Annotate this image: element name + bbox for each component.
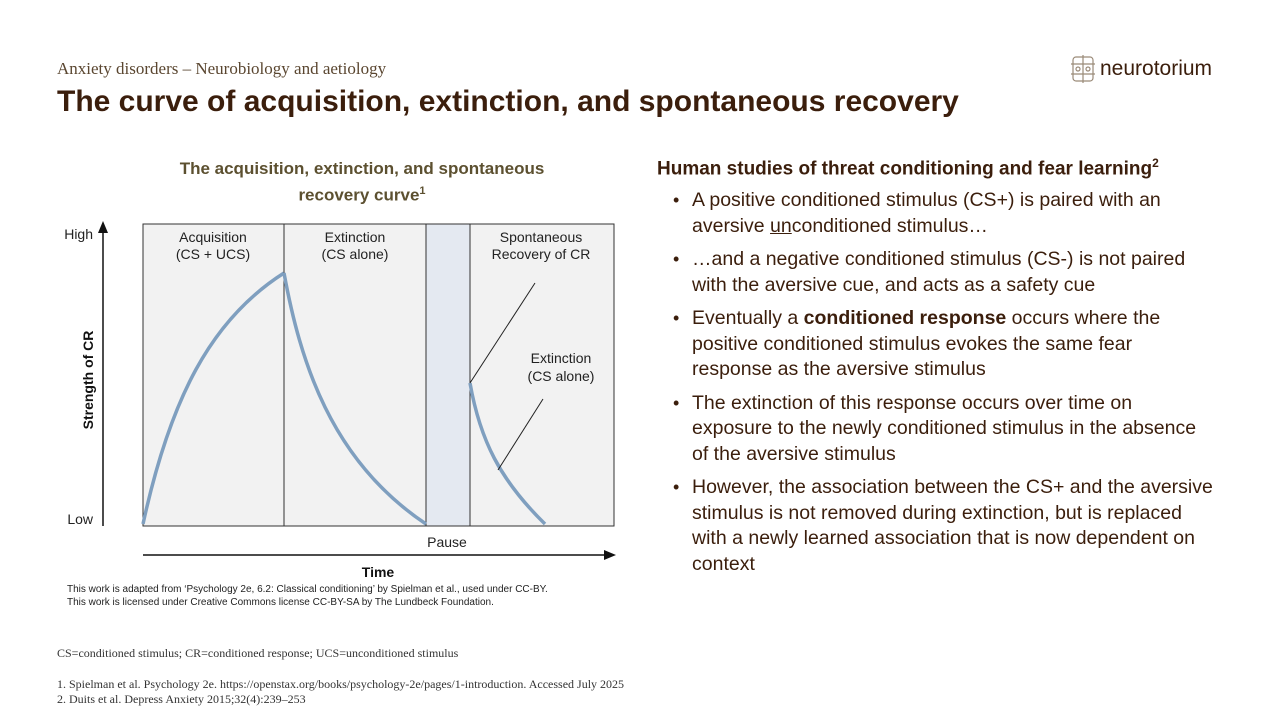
acquisition-label-1: Acquisition [179,229,247,245]
bullet-list: • A positive conditioned stimulus (CS+) … [657,188,1237,577]
bullet-item: • …and a negative conditioned stimulus (… [673,248,1186,296]
breadcrumb: Anxiety disorders – Neurobiology and aet… [57,59,387,78]
right-heading-text: Human studies of threat conditioning and… [657,158,1153,180]
references: 1. Spielman et al. Psychology 2e. https:… [57,677,624,707]
acquisition-panel [142,223,285,527]
bullet-item: • However, the association between the C… [673,476,1213,575]
x-axis-label: Time [362,564,395,580]
bullet-item: • The extinction of this response occurs… [673,391,1197,465]
chart-title-ref: 1 [419,185,426,197]
pause-label: Pause [427,534,467,550]
x-axis-arrow-icon [604,550,616,560]
right-heading: Human studies of threat conditioning and… [657,150,1237,182]
extinction-curve [282,272,427,526]
extinction-label-2: (CS alone) [322,246,389,262]
extinction2-label-1: Extinction [531,350,592,366]
bullet-dot-icon: • [673,308,680,329]
recovery-panel [469,223,615,527]
credit-line-1: This work is adapted from ‘Psychology 2e… [67,584,548,595]
extinction-panel [283,223,427,527]
brain-logo-icon [1071,55,1095,83]
acquisition-curve [141,271,285,525]
acquisition-extinction-diagram: Acquisition (CS + UCS) Extinction (CS al… [64,221,616,580]
abbreviations: CS=conditioned stimulus; CR=conditioned … [57,646,459,660]
credit-line-2: This work is licensed under Creative Com… [67,597,494,608]
bullet-dot-icon: • [673,477,680,498]
recovery-label-2: Recovery of CR [492,246,591,262]
y-high-label: High [64,226,93,242]
pause-panel [425,223,471,527]
recovery-label-1: Spontaneous [500,229,583,245]
logo[interactable]: neurotorium [1070,53,1212,85]
extinction-label-1: Extinction [325,229,386,245]
bullet-item: • A positive conditioned stimulus (CS+) … [673,189,1161,237]
bullet-dot-icon: • [673,249,680,270]
chart-title: The acquisition, extinction, and spontan… [140,158,584,207]
chart-title-line1: The acquisition, extinction, and spontan… [179,159,545,178]
bullet-item: • Eventually a conditioned response occu… [673,307,1161,381]
y-axis-label: Strength of CR [80,331,96,430]
reference-1: 1. Spielman et al. Psychology 2e. https:… [57,677,625,691]
page-title: The curve of acquisition, extinction, an… [57,85,959,118]
y-low-label: Low [67,511,94,527]
recovery-extinction-curve [468,382,547,526]
reference-2: 2. Duits et al. Depress Anxiety 2015;32(… [57,692,306,706]
bullet-dot-icon: • [673,190,680,211]
extinction2-label-2: (CS alone) [528,368,595,384]
y-axis-arrow-icon [98,221,108,233]
logo-text: neurotorium [1100,57,1213,80]
right-heading-ref: 2 [1152,156,1159,170]
chart-title-line2: recovery curve [298,185,420,205]
acquisition-label-2: (CS + UCS) [176,246,250,262]
image-credits: This work is adapted from ‘Psychology 2e… [67,583,548,609]
right-panel: Human studies of threat conditioning and… [657,150,1237,585]
recovery-pointer-line [469,282,536,384]
bullet-dot-icon: • [673,392,680,413]
extinction2-pointer-line [497,398,544,471]
